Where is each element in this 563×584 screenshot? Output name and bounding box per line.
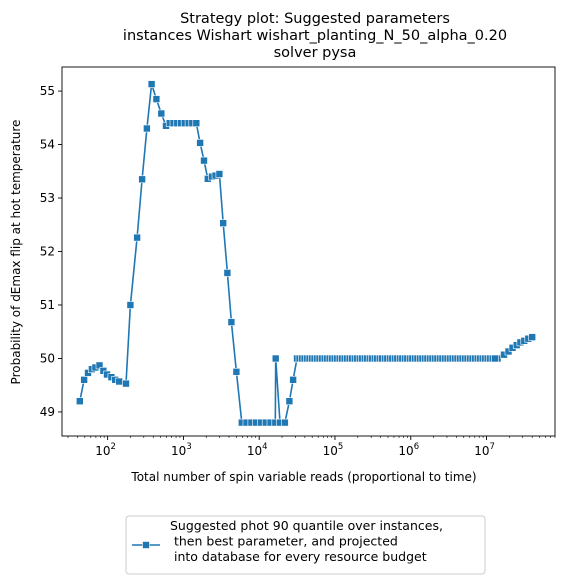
data-point xyxy=(126,301,135,309)
legend: Suggested phot 90 quantile over instance… xyxy=(125,515,486,575)
legend-label-line: into database for every resource budget xyxy=(170,549,427,564)
y-tick-label: 55 xyxy=(40,84,55,98)
x-tick-exponent: 4 xyxy=(262,442,267,452)
x-tick-base: 10 xyxy=(474,444,489,458)
y-axis-ticks: 49 50 51 52 53 54 55 xyxy=(40,84,62,419)
legend-marker-sample xyxy=(142,541,150,549)
x-axis-ticks: 102 103 104 105 106 107 xyxy=(67,436,556,458)
data-series xyxy=(76,80,537,427)
x-tick-exponent: 6 xyxy=(414,442,419,452)
x-tick-base: 10 xyxy=(398,444,413,458)
y-tick-label: 49 xyxy=(40,405,55,419)
data-point xyxy=(227,318,236,326)
data-point xyxy=(133,233,141,242)
x-tick-label: 104 xyxy=(247,442,268,458)
data-point xyxy=(152,95,161,103)
x-tick-base: 10 xyxy=(323,444,338,458)
x-tick-base: 10 xyxy=(247,444,262,458)
data-point xyxy=(491,354,499,363)
x-tick-label: 106 xyxy=(398,442,419,458)
y-tick-label: 54 xyxy=(40,138,55,152)
data-point xyxy=(285,397,294,406)
data-point xyxy=(223,269,232,277)
data-point xyxy=(196,139,204,147)
y-tick-label: 52 xyxy=(40,245,55,259)
data-point xyxy=(271,354,280,363)
legend-label: Suggested phot 90 quantile over instance… xyxy=(170,518,443,564)
x-tick-label: 102 xyxy=(95,442,116,458)
data-point xyxy=(215,170,224,178)
data-point xyxy=(147,80,156,88)
y-tick-label: 51 xyxy=(40,298,55,312)
data-point xyxy=(289,375,297,384)
x-tick-label: 107 xyxy=(474,442,495,458)
chart-title-line-3: solver pysa xyxy=(274,45,357,61)
legend-frame xyxy=(125,515,486,575)
data-point xyxy=(281,418,289,427)
legend-label-line: then best parameter, and projected xyxy=(170,534,398,549)
data-point xyxy=(80,375,88,384)
data-point xyxy=(528,333,537,341)
x-tick-exponent: 3 xyxy=(186,442,191,452)
x-tick-exponent: 2 xyxy=(111,442,116,452)
data-point xyxy=(138,175,146,184)
data-point xyxy=(192,119,201,127)
data-point xyxy=(122,379,130,388)
chart-title-line-1: Strategy plot: Suggested parameters xyxy=(180,11,450,27)
x-tick-base: 10 xyxy=(171,444,186,458)
y-axis-label: Probability of dEmax flip at hot tempera… xyxy=(9,120,23,385)
x-tick-base: 10 xyxy=(95,444,110,458)
data-point xyxy=(115,377,123,386)
legend-label-line: Suggested phot 90 quantile over instance… xyxy=(170,518,443,533)
data-point xyxy=(200,156,208,165)
data-point xyxy=(219,219,227,227)
series-line xyxy=(79,83,533,424)
data-point xyxy=(157,109,166,118)
y-tick-label: 53 xyxy=(40,191,55,205)
x-axis-label: Total number of spin variable reads (pro… xyxy=(130,470,476,484)
x-tick-label: 105 xyxy=(323,442,344,458)
data-point xyxy=(143,124,151,133)
chart-title-line-2: instances Wishart wishart_planting_N_50_… xyxy=(123,28,507,44)
x-tick-exponent: 7 xyxy=(489,442,494,452)
y-tick-label: 50 xyxy=(40,351,55,365)
x-tick-label: 103 xyxy=(171,442,192,458)
data-point xyxy=(232,367,241,376)
data-point xyxy=(95,361,104,370)
x-tick-exponent: 5 xyxy=(338,442,343,452)
data-point xyxy=(76,397,84,406)
